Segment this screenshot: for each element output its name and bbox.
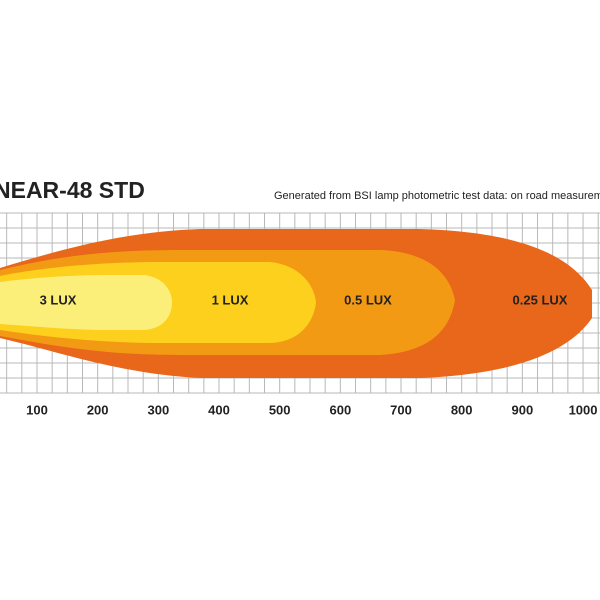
x-tick-label: 100 bbox=[26, 402, 48, 417]
x-tick-label: 400 bbox=[208, 402, 230, 417]
x-tick-label: 500 bbox=[269, 402, 291, 417]
zone-label: 0.25 LUX bbox=[513, 292, 568, 307]
x-tick-label: 200 bbox=[87, 402, 109, 417]
subtitle: Generated from BSI lamp photometric test… bbox=[274, 190, 600, 202]
x-tick-label: 800 bbox=[451, 402, 473, 417]
x-tick-label: 600 bbox=[329, 402, 351, 417]
x-tick-label: 900 bbox=[512, 402, 534, 417]
zone-label: 1 LUX bbox=[212, 292, 249, 307]
x-tick-label: 1000 bbox=[569, 402, 598, 417]
x-tick-label: 700 bbox=[390, 402, 412, 417]
title: NEAR-48 STD bbox=[0, 177, 145, 203]
zone-label: 3 LUX bbox=[40, 292, 77, 307]
zone-label: 0.5 LUX bbox=[344, 292, 392, 307]
x-tick-label: 300 bbox=[147, 402, 169, 417]
labels: 3 LUX 1 LUX 0.5 LUX 0.25 LUX 100 200 300 400 500… bbox=[26, 292, 597, 417]
zone-3 bbox=[0, 275, 172, 330]
